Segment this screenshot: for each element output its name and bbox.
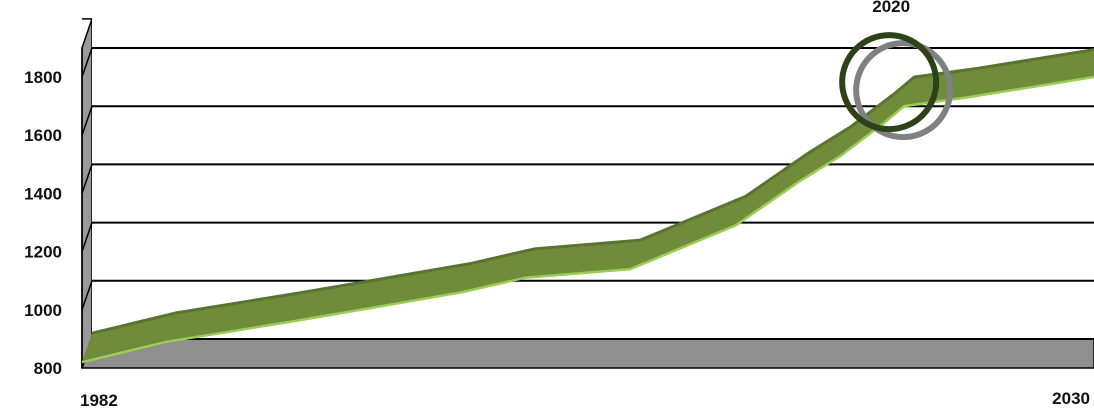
annotation-circle-shadow: [853, 40, 954, 141]
series-ribbon-front-edge: [81, 75, 1094, 364]
y-tick-label: 1800: [24, 68, 62, 87]
floor: [80, 338, 1094, 369]
gridline-side: [81, 280, 93, 311]
y-tick-label: 800: [34, 359, 62, 378]
gridline-side: [81, 47, 93, 78]
series-ribbon: [81, 48, 1094, 364]
back-wall: [92, 18, 1094, 340]
series-ribbon-top-edge: [91, 48, 1094, 335]
annotations: 2020: [839, 0, 954, 141]
grid-lines: [81, 18, 1094, 369]
chart-background: [80, 18, 1094, 369]
axis-labels: 800 1000 1200 1400 1600 1800 1982 2030: [24, 68, 1090, 408]
annotation-circle: [839, 32, 940, 133]
y-tick-label: 1200: [24, 243, 62, 262]
y-tick-label: 1400: [24, 184, 62, 203]
annotation-label: 2020: [872, 0, 910, 16]
y-tick-label: 1600: [24, 126, 62, 145]
series-ribbon-body: [82, 49, 1094, 363]
gridline-side: [81, 164, 93, 194]
gridline-side: [81, 105, 93, 136]
y-tick-label: 1000: [24, 301, 62, 320]
gridline-side: [81, 222, 93, 252]
x-tick-label: 2030: [1052, 389, 1090, 408]
x-tick-label: 1982: [80, 391, 118, 408]
